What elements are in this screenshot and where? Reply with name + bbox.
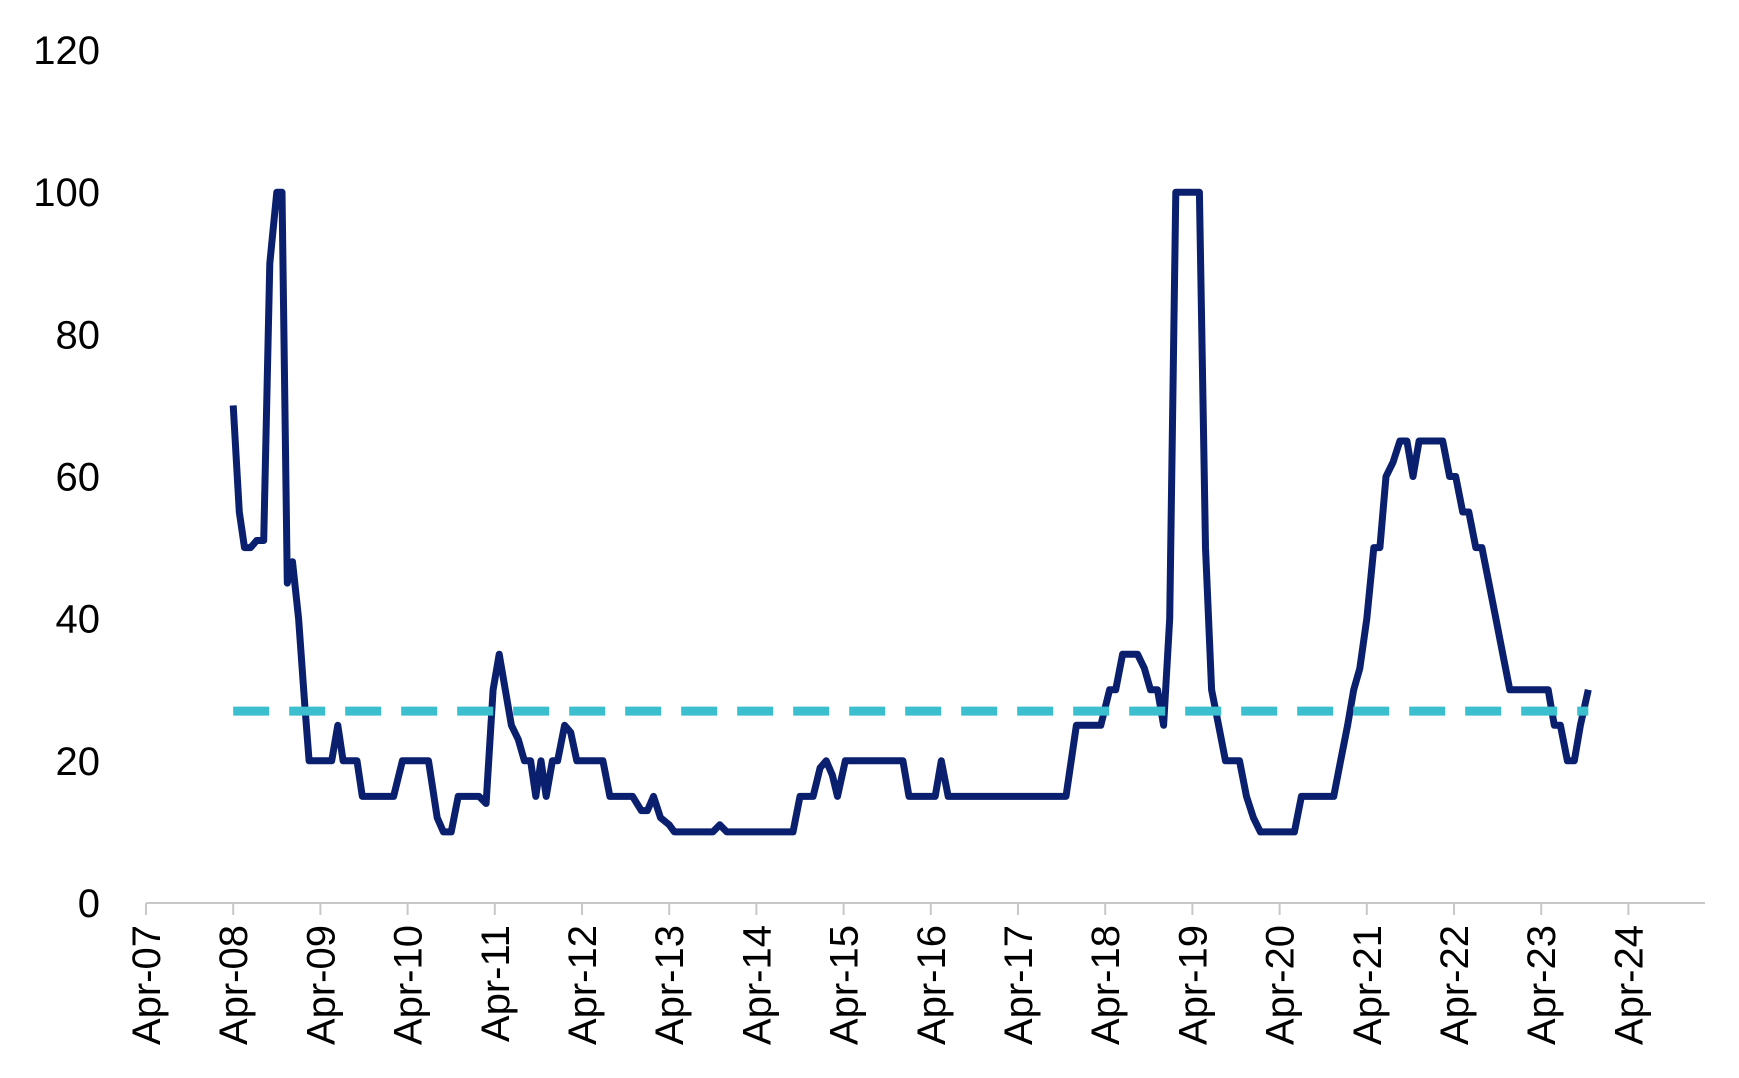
y-tick-label: 20 <box>56 740 101 784</box>
y-tick-label: 60 <box>56 456 101 500</box>
x-tick-label: Apr-22 <box>1433 925 1477 1045</box>
x-tick-label: Apr-09 <box>299 925 343 1045</box>
series-line-main <box>229 188 1592 836</box>
x-tick-label: Apr-23 <box>1520 925 1564 1045</box>
y-tick-label: 120 <box>33 29 100 73</box>
x-tick-label: Apr-15 <box>823 925 867 1045</box>
y-tick-label: 100 <box>33 171 100 215</box>
x-tick-label: Apr-21 <box>1346 925 1390 1045</box>
y-tick-label: 40 <box>56 598 101 642</box>
series-group <box>229 188 1592 836</box>
x-tick-label: Apr-12 <box>561 925 605 1045</box>
x-tick-label: Apr-19 <box>1171 925 1215 1045</box>
y-axis-ticks: 0 20 40 60 80 100 120 <box>33 29 100 926</box>
y-tick-label: 0 <box>78 882 100 926</box>
x-tick-label: Apr-16 <box>910 925 954 1045</box>
x-tick-label: Apr-08 <box>212 925 256 1045</box>
x-tick-label: Apr-14 <box>735 925 779 1045</box>
x-tick-label: Apr-13 <box>648 925 692 1045</box>
x-axis-ticks: Apr-07 Apr-08 Apr-09 Apr-10 Apr-11 Apr-12 Apr-… <box>125 903 1651 1045</box>
x-tick-label: Apr-11 <box>474 925 518 1042</box>
x-tick-label: Apr-07 <box>125 925 169 1045</box>
x-tick-label: Apr-18 <box>1084 925 1128 1045</box>
x-tick-label: Apr-20 <box>1259 925 1303 1045</box>
x-tick-label: Apr-10 <box>387 925 431 1045</box>
x-tick-label: Apr-17 <box>997 925 1041 1045</box>
x-tick-label: Apr-24 <box>1607 925 1651 1045</box>
y-tick-label: 80 <box>56 313 101 357</box>
